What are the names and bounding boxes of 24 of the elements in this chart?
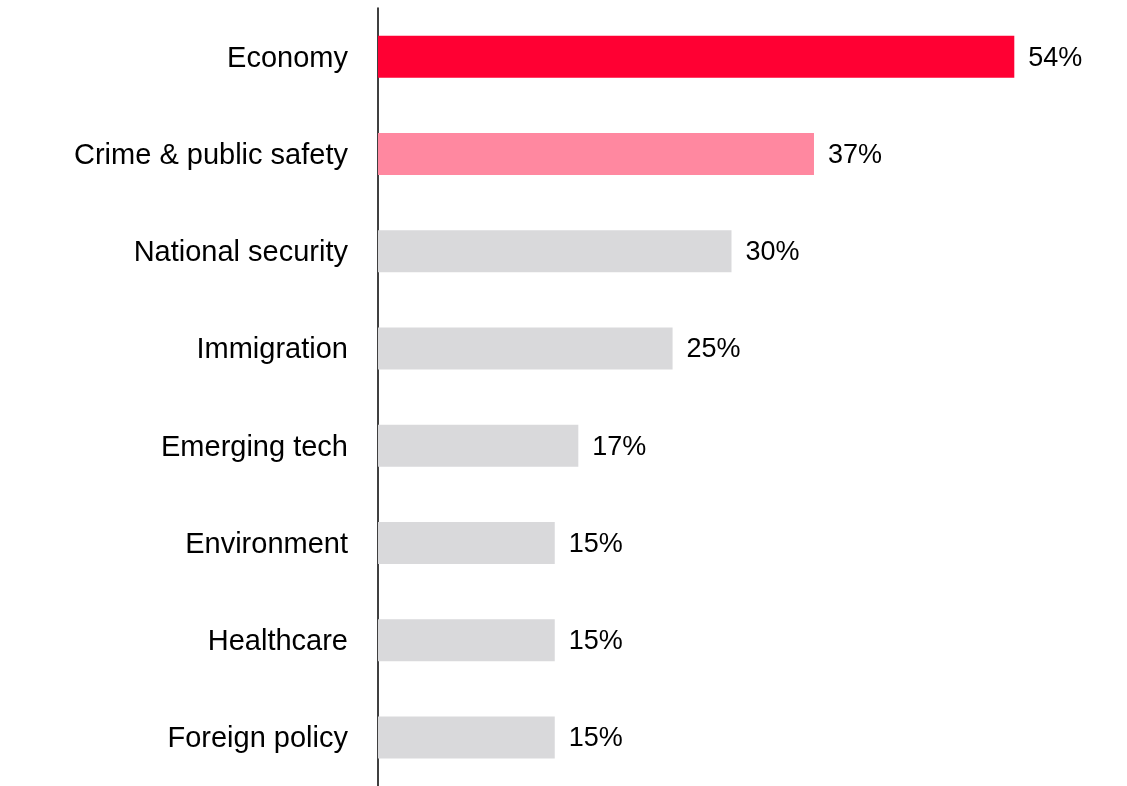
data-label: 15% xyxy=(568,527,623,558)
bar xyxy=(378,327,673,370)
data-label: 54% xyxy=(1028,41,1083,72)
bar xyxy=(378,424,579,467)
data-label: 17% xyxy=(592,430,647,461)
bar xyxy=(378,230,732,273)
data-label: 30% xyxy=(745,236,800,267)
y-tick-label: Economy xyxy=(227,40,349,73)
data-label: 25% xyxy=(686,333,741,364)
bar xyxy=(378,35,1015,78)
data-label: 15% xyxy=(568,625,623,656)
data-label: 37% xyxy=(827,138,883,169)
y-tick-label: Healthcare xyxy=(207,624,348,657)
bar xyxy=(378,521,555,564)
y-tick-label: National security xyxy=(133,235,349,268)
y-tick-label: Environment xyxy=(185,526,348,559)
bar xyxy=(378,132,814,175)
y-tick-label: Emerging tech xyxy=(161,429,348,462)
bar xyxy=(378,619,555,662)
data-label: 15% xyxy=(568,722,623,753)
y-tick-label: Crime & public safety xyxy=(74,137,349,170)
y-tick-label: Immigration xyxy=(196,332,348,365)
y-tick-label: Foreign policy xyxy=(167,721,349,754)
bar xyxy=(378,716,555,759)
